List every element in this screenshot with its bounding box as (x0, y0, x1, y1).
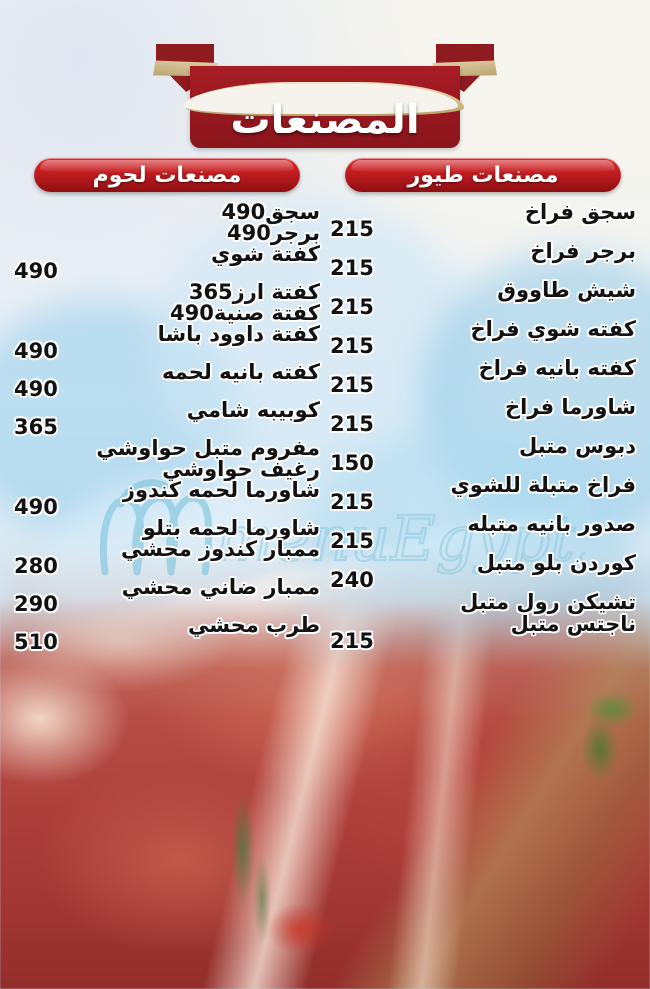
section-meat: مصنعات لحوم سجق490 برجر490 كفتة شوي 490 كفتة… (0, 158, 326, 989)
menu-item: ممبار ضاني محشي 290 (14, 575, 320, 616)
menu-item: صدور بانيه متبله 215 (330, 512, 636, 553)
menu-item-price: 215 (330, 412, 374, 436)
menu-item-name: برجر (270, 221, 320, 245)
menu-item-price: 215 (330, 295, 374, 319)
menu-item-name: كفتة صنية (213, 301, 320, 325)
section-header-poultry: مصنعات طيور (345, 158, 621, 192)
menu-item-price: 280 (14, 554, 58, 578)
menu-item-price: 215 (330, 529, 374, 553)
menu-item-name: سجق فراخ (524, 200, 636, 224)
menu-item-name: مفروم متبل حواوشي (96, 436, 320, 460)
menu-item: كفته شوي فراخ 215 (330, 317, 636, 358)
menu-columns: مصنعات طيور سجق فراخ 215 برجر فراخ 215 شيش ط… (0, 158, 650, 989)
menu-item-price: 215 (330, 629, 374, 653)
menu-item-name: كوردن بلو متبل (476, 551, 636, 575)
menu-item-name: شاورما فراخ (504, 395, 636, 419)
menu-item-name: شاورما لحمه كندوز (122, 478, 320, 502)
menu-item-price: 490 (227, 221, 271, 245)
menu-item: كفته بانيه لحمه 490 (14, 360, 320, 401)
menu-item-name: فراخ متبلة للشوي (450, 473, 636, 497)
menu-item-price: 290 (14, 592, 58, 616)
menu-item-price: 490 (221, 200, 266, 224)
menu-item: كفتة ارز365 (14, 280, 320, 304)
banner-body: المصنعات (184, 66, 464, 148)
menu-item-name: تشيكن رول متبل (460, 590, 636, 614)
menu-item: سجق فراخ 215 (330, 200, 636, 241)
menu-item: برجر فراخ 215 (330, 239, 636, 280)
page-banner: المصنعات (0, 44, 650, 148)
page-title: المصنعات (230, 97, 420, 143)
menu-item-name: كفته بانيه فراخ (478, 356, 636, 380)
menu-item-name: ناجتس متبل (510, 612, 636, 636)
menu-item: كفتة صنية490 (14, 301, 320, 325)
menu-item-price: 215 (330, 217, 374, 241)
raw-meat-photo (0, 599, 650, 989)
menu-item-price: 215 (330, 256, 374, 280)
menu-item-name: سجق (265, 200, 320, 224)
menu-item-price: 365 (188, 280, 233, 304)
poultry-item-list: سجق فراخ 215 برجر فراخ 215 شيش طاووق 215 كفته … (330, 200, 636, 653)
menu-item-price: 490 (14, 259, 58, 283)
menu-item: فراخ متبلة للشوي 215 (330, 473, 636, 514)
menu-item-name: كفتة ارز (232, 280, 320, 304)
section-header-meat: مصنعات لحوم (34, 158, 300, 192)
menu-item-name: دبوس متبل (518, 434, 636, 458)
menu-item-price: 490 (14, 495, 58, 519)
menu-item-price: 215 (330, 373, 374, 397)
menu-item: تشيكن رول متبل (330, 590, 636, 614)
menu-item-name: رغيف حواوشي (162, 457, 320, 481)
menu-item-name: برجر فراخ (530, 239, 636, 263)
menu-item: شيش طاووق 215 (330, 278, 636, 319)
menu-item-name: طرب محشي (187, 613, 320, 637)
menu-item: كوبيبه شامي 365 (14, 398, 320, 439)
menu-item-name: ممبار كندوز محشي (120, 537, 320, 561)
menu-item: برجر490 (14, 221, 320, 245)
menu-item-price: 240 (330, 568, 374, 592)
menu-item: مفروم متبل حواوشي (14, 436, 320, 460)
menu-item: رغيف حواوشي (14, 457, 320, 481)
menu-item: طرب محشي 510 (14, 613, 320, 654)
section-poultry: مصنعات طيور سجق فراخ 215 برجر فراخ 215 شيش ط… (326, 158, 650, 989)
menu-item-name: كفتة داوود باشا (157, 322, 320, 346)
menu-item: دبوس متبل 150 (330, 434, 636, 475)
menu-item-price: 490 (14, 377, 58, 401)
menu-item-name: كفتة شوي (210, 242, 320, 266)
section-header-meat-label: مصنعات لحوم (92, 162, 242, 188)
menu-item-price: 365 (14, 415, 58, 439)
section-header-poultry-label: مصنعات طيور (407, 162, 559, 188)
menu-item-name: كفته بانيه لحمه (161, 360, 320, 384)
menu-item-name: كفته شوي فراخ (470, 317, 636, 341)
menu-item-price: 215 (330, 490, 374, 514)
menu-item-price: 490 (14, 339, 58, 363)
banner-arc-inner (184, 84, 458, 114)
menu-item-name: ممبار ضاني محشي (121, 575, 320, 599)
menu-item-price: 215 (330, 334, 374, 358)
menu-item: ممبار كندوز محشي 280 (14, 537, 320, 578)
banner-gold-arc (184, 82, 464, 116)
meat-item-list: سجق490 برجر490 كفتة شوي 490 كفتة ارز365 كفتة … (14, 200, 320, 654)
menu-item-name: كوبيبه شامي (186, 398, 320, 422)
menu-item: ناجتس متبل 215 (330, 612, 636, 653)
menu-item-name: صدور بانيه متبله (467, 512, 636, 536)
menu-item: كفتة شوي 490 (14, 242, 320, 283)
menu-item: كفتة داوود باشا 490 (14, 322, 320, 363)
menu-item-price: 150 (330, 451, 374, 475)
menu-item: كفته بانيه فراخ 215 (330, 356, 636, 397)
menu-item-price: 510 (14, 630, 58, 654)
menu-item: شاورما فراخ 215 (330, 395, 636, 436)
menu-item-name: شيش طاووق (497, 278, 636, 302)
menu-item: شاورما لحمه كندوز 490 (14, 478, 320, 519)
menu-item-price: 490 (170, 301, 214, 325)
menu-item: سجق490 (14, 200, 320, 224)
menu-item: كوردن بلو متبل 240 (330, 551, 636, 592)
